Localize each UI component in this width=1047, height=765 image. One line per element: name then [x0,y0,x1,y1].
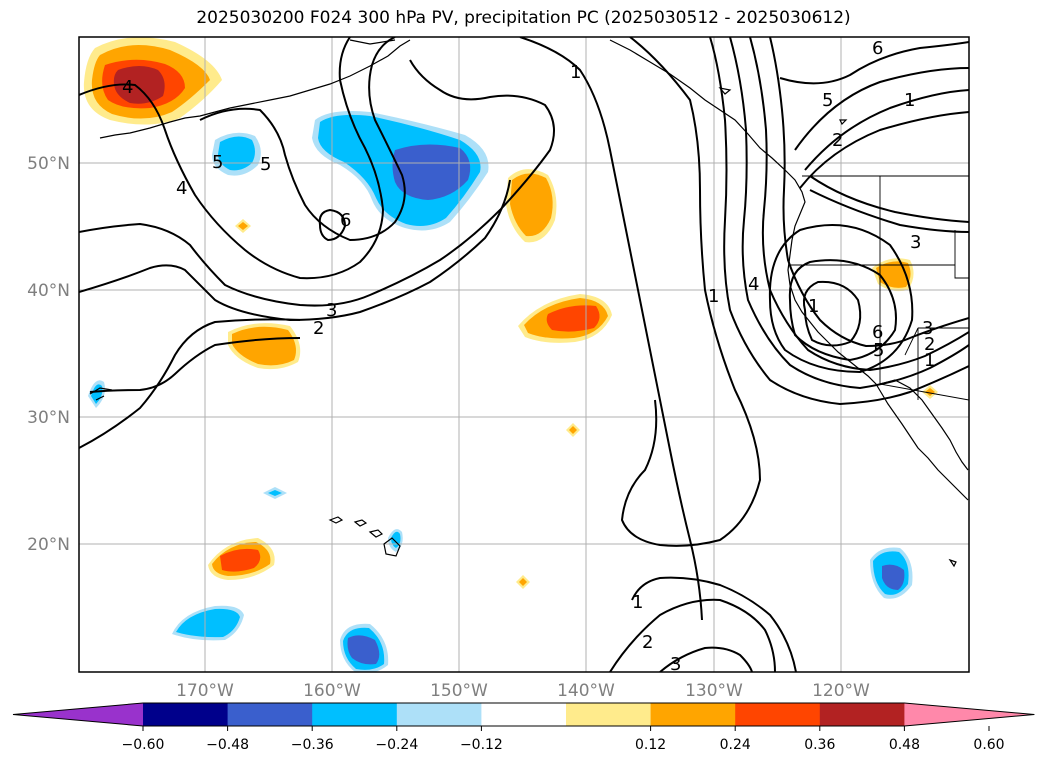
colorbar: −0.60 −0.48 −0.36 −0.24 −0.12 0.12 0.24 0.36 0.4… [12,702,1035,753]
lon-axis: 170°W 160°W 150°W 140°W 130°W 120°W [176,681,870,701]
contour-label: 1 [924,350,935,371]
contour-label: 6 [340,210,351,231]
contour-label: 2 [924,334,935,355]
colorbar-tick-label: −0.48 [206,737,249,753]
colorbar-tick-label: 0.48 [889,737,920,753]
contour-label: 6 [872,322,883,343]
contour-label: 3 [670,654,681,675]
colorbar-swatch [143,703,229,726]
lat-axis: 50°N 40°N 30°N 20°N [27,154,70,555]
contour-label: 3 [910,232,921,253]
contour-label: 2 [832,130,843,151]
colorbar-swatch [650,703,736,726]
lat-label: 20°N [27,535,70,555]
contour-label: 1 [808,296,819,317]
colorbar-tick-label: 0.60 [973,737,1004,753]
colorbar-swatch [312,703,398,726]
lon-label: 120°W [812,681,870,701]
colorbar-extend-min [13,703,143,726]
lon-label: 160°W [303,681,361,701]
lat-label: 30°N [27,408,70,428]
colorbar-tick-label: 0.24 [720,737,751,753]
colorbar-tick-label: 0.12 [635,737,666,753]
contour-label: 5 [260,154,271,175]
lon-label: 170°W [176,681,234,701]
contour-label: 3 [326,300,337,321]
contour-label: 5 [873,340,884,361]
contour-label: 2 [642,632,653,653]
colorbar-swatch [735,703,821,726]
precipitation-shading [83,37,938,672]
contour-label: 5 [822,90,833,111]
contour-label: 5 [212,152,223,173]
lat-label: 40°N [27,281,70,301]
contour-label: 1 [570,62,581,83]
contour-label: 3 [922,318,933,339]
contour-label: 4 [176,178,187,199]
colorbar-tick-label: −0.60 [122,737,165,753]
colorbar-swatch [481,703,567,726]
contour-label: 1 [708,286,719,307]
colorbar-swatch [396,703,482,726]
pv-contours [79,37,969,672]
contour-label: 4 [122,77,133,98]
contour-label: 1 [904,90,915,111]
contour-label: 1 [632,592,643,613]
map-title: 2025030200 F024 300 hPa PV, precipitatio… [196,8,851,28]
lon-label: 130°W [685,681,743,701]
contour-labels: 4 5 5 4 6 3 2 1 1 4 6 5 1 2 3 1 6 5 3 2 … [122,38,935,675]
lon-label: 150°W [430,681,488,701]
contour-label: 2 [313,318,324,339]
colorbar-tick-label: −0.36 [291,737,334,753]
colorbar-tick-label: 0.36 [804,737,835,753]
contour-label: 6 [872,38,883,59]
lat-label: 50°N [27,154,70,174]
colorbar-swatch [819,703,905,726]
colorbar-extend-max [904,703,1035,726]
lon-label: 140°W [557,681,615,701]
map-frame [78,36,970,673]
coastlines [89,39,969,568]
colorbar-tick-label: −0.12 [460,737,503,753]
colorbar-swatch [227,703,313,726]
colorbar-swatch [566,703,652,726]
contour-label: 4 [748,274,759,295]
colorbar-tick-label: −0.24 [375,737,418,753]
